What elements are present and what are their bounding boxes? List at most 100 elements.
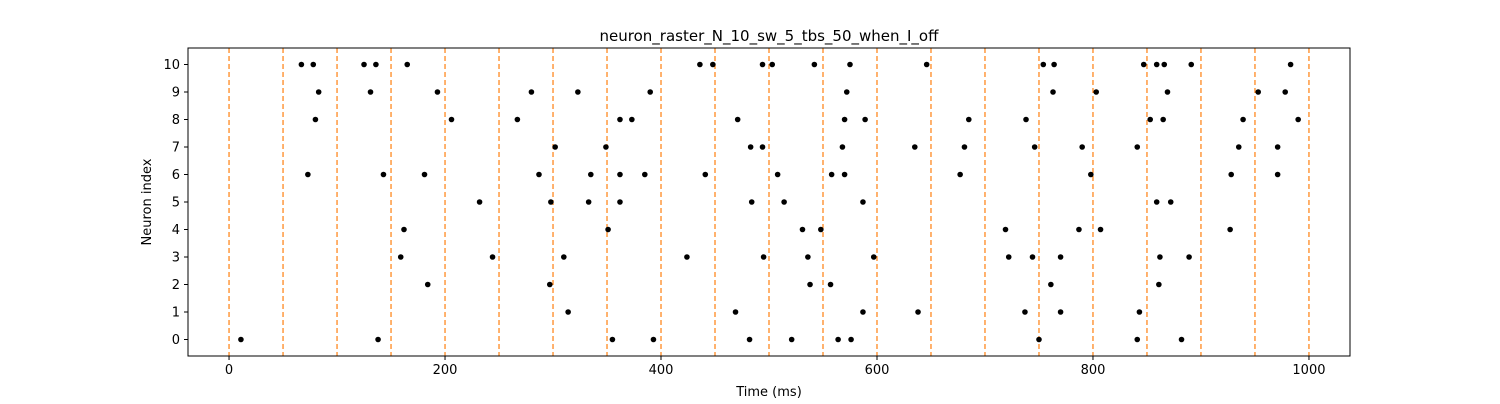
spike-point <box>489 254 496 260</box>
spike-point <box>759 61 766 68</box>
spike-point <box>1228 171 1235 178</box>
spike-point <box>1057 254 1064 260</box>
spike-point <box>650 336 657 343</box>
spike-point <box>1022 309 1028 315</box>
spike-point <box>401 226 407 233</box>
spike-point <box>1240 116 1246 123</box>
x-tick-label: 0 <box>225 363 233 378</box>
spike-point <box>603 144 609 150</box>
x-axis-label: Time (ms) <box>735 385 802 400</box>
spike-point <box>1178 336 1185 343</box>
spike-point <box>911 144 918 150</box>
spike-point <box>361 61 367 68</box>
spike-point <box>476 199 483 205</box>
x-tick-label: 1000 <box>1292 363 1325 378</box>
spike-point <box>799 226 806 233</box>
spike-point <box>848 336 854 343</box>
spike-point <box>434 89 441 95</box>
y-tick-label: 7 <box>172 141 180 156</box>
spike-point <box>774 171 781 178</box>
spike-point <box>818 226 824 233</box>
spike-point <box>957 171 963 178</box>
spike-point <box>1036 336 1042 343</box>
spike-point <box>827 281 834 288</box>
spike-point <box>1255 89 1262 95</box>
y-tick-label: 10 <box>163 58 180 73</box>
separator-lines <box>228 48 1310 356</box>
spike-point <box>1188 61 1195 68</box>
spike-point <box>642 171 648 178</box>
spike-point <box>769 61 776 68</box>
y-tick-label: 6 <box>172 168 180 183</box>
spike-point <box>421 171 428 178</box>
spike-point <box>746 336 753 343</box>
spike-point <box>310 61 317 68</box>
spike-point <box>1031 144 1038 150</box>
spike-point <box>870 254 877 260</box>
y-tick-label: 5 <box>172 196 180 211</box>
spike-point <box>860 199 866 205</box>
spike-point <box>238 336 244 343</box>
spike-point <box>788 336 795 343</box>
spike-point <box>373 61 379 68</box>
spike-point <box>404 61 411 68</box>
spike-point <box>298 61 305 68</box>
spike-point <box>1274 144 1281 150</box>
spike-point <box>1040 61 1047 68</box>
spike-point <box>1140 61 1147 68</box>
spike-point <box>1161 61 1168 68</box>
spike-point <box>1029 254 1036 260</box>
spike-point <box>684 254 690 260</box>
spike-point <box>847 61 853 68</box>
spike-point <box>1079 144 1085 150</box>
spike-point <box>961 144 968 150</box>
spike-point <box>710 61 716 68</box>
spike-point <box>605 226 611 233</box>
spike-point <box>305 171 311 178</box>
spike-point <box>965 116 972 123</box>
y-axis-ticks: 0 1 2 3 4 5 6 7 8 9 10 <box>163 58 188 348</box>
spike-point <box>1048 281 1054 288</box>
x-tick-label: 800 <box>1081 363 1106 378</box>
y-axis-label: Neuron index <box>140 158 155 245</box>
spike-point <box>617 116 623 123</box>
spike-point <box>1287 61 1294 68</box>
spike-point <box>1093 89 1100 95</box>
spike-point <box>860 309 866 315</box>
spike-point <box>759 144 766 150</box>
spike-point <box>1088 171 1094 178</box>
spike-point <box>1160 116 1166 123</box>
spike-point <box>1134 144 1141 150</box>
spike-point <box>315 89 322 95</box>
spike-point <box>565 309 571 315</box>
spike-point <box>805 254 811 260</box>
spike-point <box>1164 89 1171 95</box>
spike-point <box>1156 281 1162 288</box>
spike-point <box>1227 226 1233 233</box>
x-tick-label: 200 <box>433 363 458 378</box>
spike-point <box>1274 171 1281 178</box>
spike-point <box>1153 199 1160 205</box>
spike-point <box>915 309 921 315</box>
y-tick-label: 1 <box>172 306 180 321</box>
spike-point <box>843 89 850 95</box>
spike-point <box>747 144 754 150</box>
spike-point <box>697 61 703 68</box>
spike-point <box>448 116 455 123</box>
spike-point <box>617 199 623 205</box>
spike-point <box>514 116 521 123</box>
spike-point <box>397 254 404 260</box>
spike-point <box>1050 89 1056 95</box>
spike-point <box>732 309 739 315</box>
x-axis-ticks: 0 200 400 600 800 1000 <box>225 356 1326 378</box>
spike-point <box>367 89 374 95</box>
spike-point <box>1136 309 1143 315</box>
spike-point <box>536 171 542 178</box>
spike-point <box>702 171 709 178</box>
y-tick-label: 8 <box>172 113 180 128</box>
spike-point <box>375 336 381 343</box>
spike-point <box>1076 226 1082 233</box>
spike-point <box>734 116 741 123</box>
spike-point <box>923 61 930 68</box>
